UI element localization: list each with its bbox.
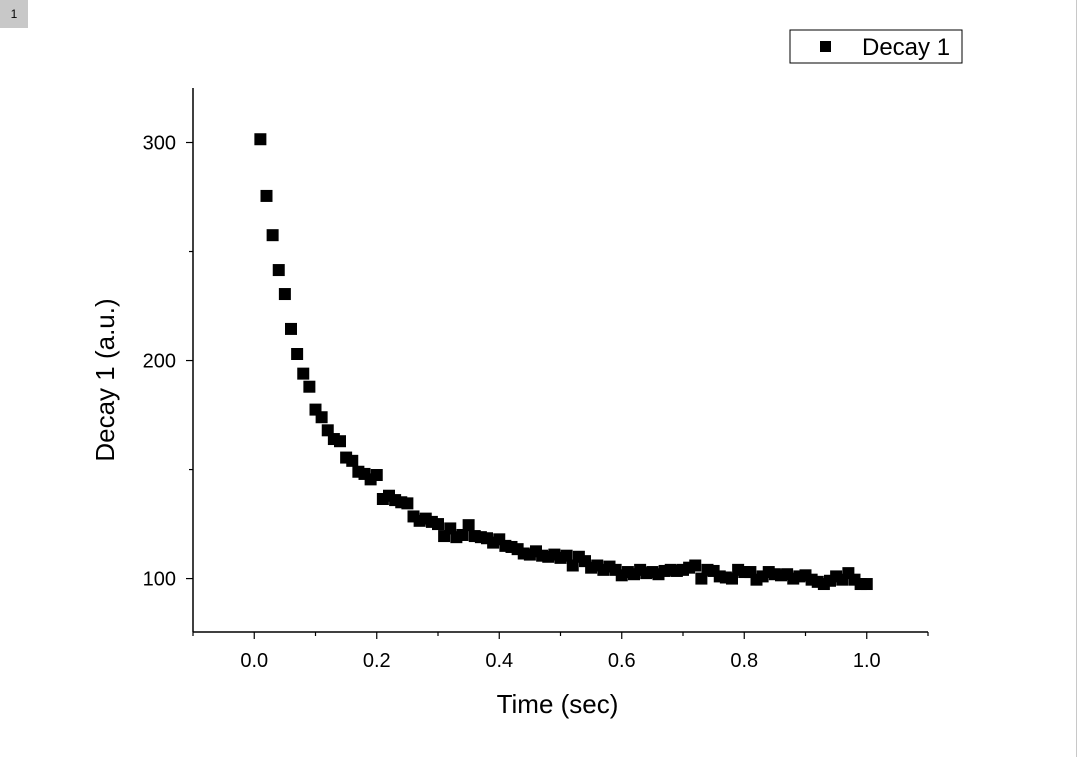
x-tick-label: 1.0 <box>853 650 881 672</box>
data-point <box>291 348 304 361</box>
data-point <box>334 435 346 448</box>
x-axis-title: Time (sec) <box>497 689 619 719</box>
legend-box <box>789 29 963 64</box>
y-tick-label: 100 <box>143 569 176 591</box>
y-tick-label: 200 <box>143 351 176 373</box>
axes <box>192 88 928 633</box>
data-point <box>285 322 297 335</box>
data-point <box>266 229 279 242</box>
layer-tab[interactable]: 1 <box>0 0 28 28</box>
data-point <box>260 189 273 202</box>
data-point <box>860 578 873 591</box>
data-point <box>272 264 285 277</box>
x-tick-label: 0.4 <box>485 650 513 672</box>
data-point <box>560 549 573 562</box>
x-tick-label: 0.6 <box>608 650 636 672</box>
data-point <box>370 469 383 482</box>
data-point <box>303 380 316 393</box>
data-point <box>297 367 310 380</box>
data-point <box>401 497 414 510</box>
data-point <box>254 133 267 146</box>
legend-label: Decay 1 <box>862 34 950 61</box>
x-tick-label: 0.2 <box>363 650 391 672</box>
legend: Decay 1 <box>789 29 963 64</box>
x-tick-label: 0.8 <box>730 650 758 672</box>
y-tick-label: 300 <box>143 133 176 155</box>
data-point <box>278 288 291 301</box>
y-axis-title: Decay 1 (a.u.) <box>90 298 120 461</box>
data-point <box>432 518 444 531</box>
x-ticks: 0.0 0.2 0.4 0.6 0.8 1.0 <box>192 632 929 672</box>
data-point <box>315 411 328 424</box>
y-ticks: 100 200 300 <box>143 133 193 591</box>
layer-tab-label: 1 <box>10 7 18 21</box>
legend-marker-icon <box>820 41 831 52</box>
data-point <box>346 454 359 467</box>
data-point <box>462 519 475 532</box>
data-point <box>456 528 469 541</box>
x-tick-label: 0.0 <box>240 650 268 672</box>
data-point <box>689 559 702 572</box>
data-points <box>254 133 873 591</box>
page-edge <box>1076 0 1077 757</box>
